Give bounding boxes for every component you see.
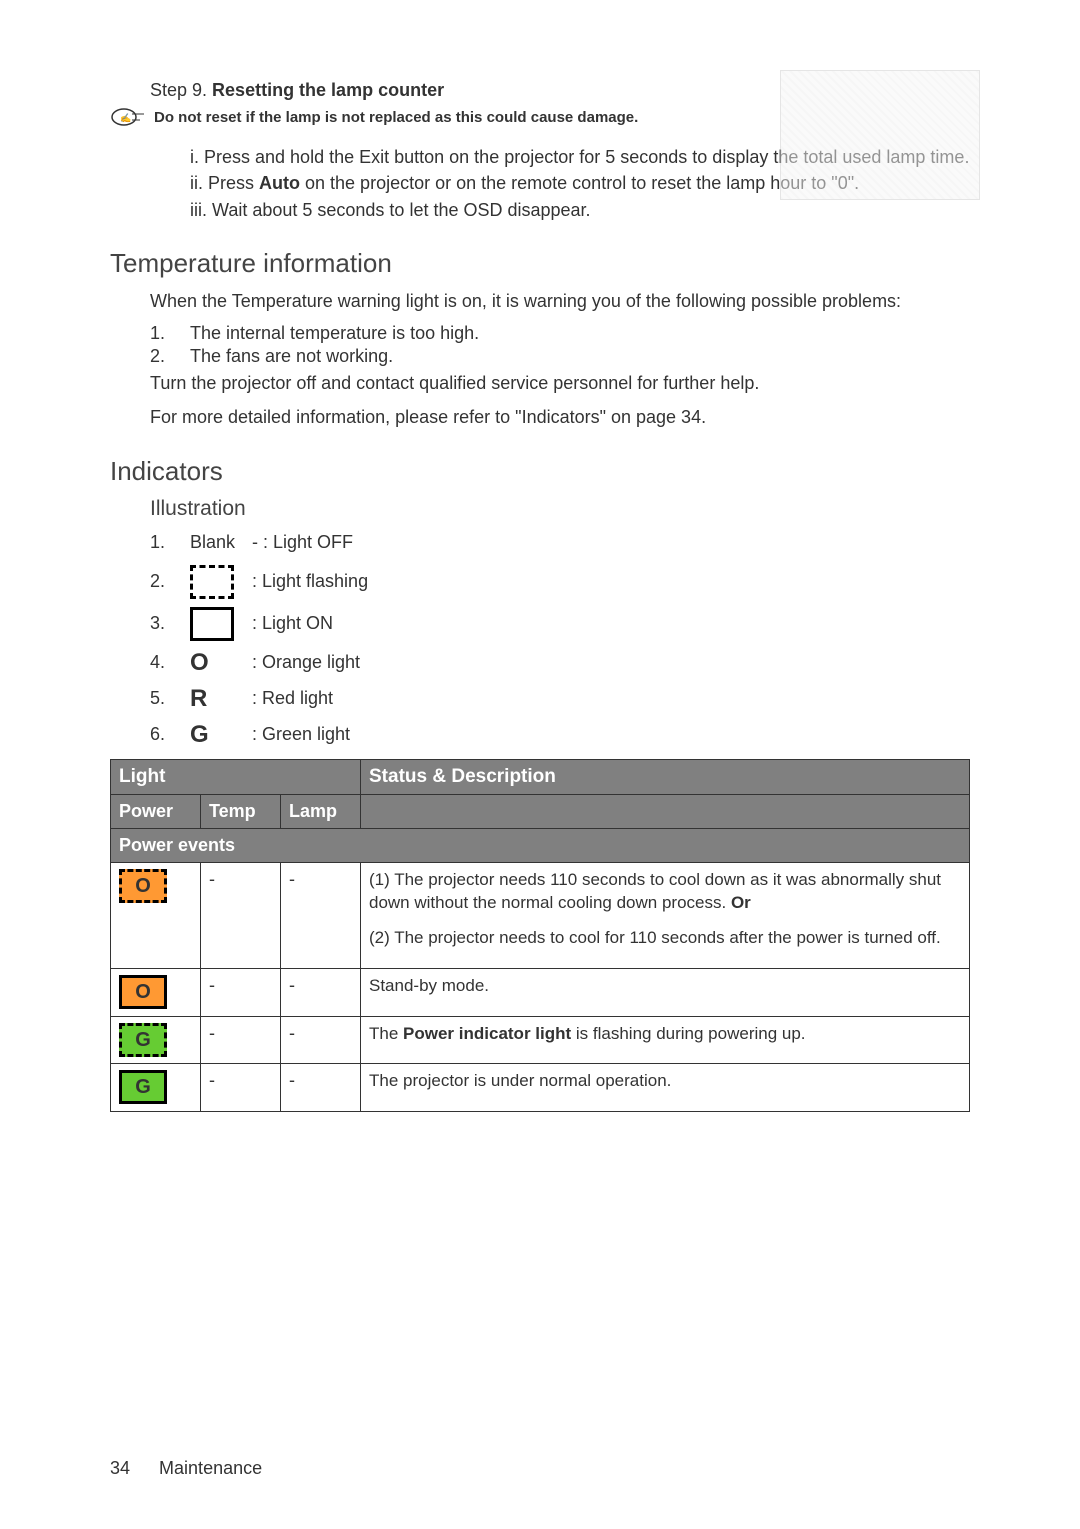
step-prefix: Step 9. [150, 80, 212, 100]
note-hand-icon: ✍ [110, 107, 146, 127]
indicators-heading: Indicators [110, 456, 970, 487]
page-number: 34 [110, 1458, 130, 1478]
th-light: Light [111, 759, 361, 794]
svg-text:✍: ✍ [120, 113, 131, 123]
power-indicator-green: G [119, 1070, 167, 1104]
th-lamp: Lamp [281, 794, 361, 828]
footer-section: Maintenance [159, 1458, 262, 1478]
table-row: G--The Power indicator light is flashing… [111, 1016, 970, 1064]
step-title: Resetting the lamp counter [212, 80, 444, 100]
light-on-icon [190, 607, 234, 641]
light-flashing-icon [190, 565, 234, 599]
section-power-events: Power events [111, 828, 970, 862]
illustration-heading: Illustration [110, 497, 970, 521]
temperature-ref: For more detailed information, please re… [110, 405, 970, 429]
temperature-intro: When the Temperature warning light is on… [110, 289, 970, 313]
temp-problem-1: 1. The internal temperature is too high. [110, 323, 970, 344]
power-indicator-orange: O [119, 975, 167, 1009]
lamp-counter-figure [780, 70, 980, 200]
illustration-item: 1.Blank- : Light OFF [110, 529, 970, 557]
temperature-heading: Temperature information [110, 248, 970, 279]
power-indicator-orange-flash: O [119, 869, 167, 903]
illustration-item: 3.: Light ON [110, 607, 970, 641]
illustration-item: 6.G: Green light [110, 721, 970, 749]
th-status: Status & Description [361, 759, 970, 794]
illustration-item: 4.O: Orange light [110, 649, 970, 677]
note-text: Do not reset if the lamp is not replaced… [154, 109, 638, 126]
instruction-iii: iii. Wait about 5 seconds to let the OSD… [110, 198, 970, 222]
indicator-table: Light Status & Description Power Temp La… [110, 759, 970, 1113]
temp-problem-2: 2. The fans are not working. [110, 346, 970, 367]
th-power: Power [111, 794, 201, 828]
th-temp: Temp [201, 794, 281, 828]
page-footer: 34 Maintenance [110, 1458, 262, 1479]
table-row: O--(1) The projector needs 110 seconds t… [111, 862, 970, 968]
power-indicator-green-flash: G [119, 1023, 167, 1057]
illustration-item: 5.R: Red light [110, 685, 970, 713]
illustration-item: 2.: Light flashing [110, 565, 970, 599]
table-row: O--Stand-by mode. [111, 968, 970, 1016]
temperature-turnoff: Turn the projector off and contact quali… [110, 371, 970, 395]
table-row: G--The projector is under normal operati… [111, 1064, 970, 1112]
